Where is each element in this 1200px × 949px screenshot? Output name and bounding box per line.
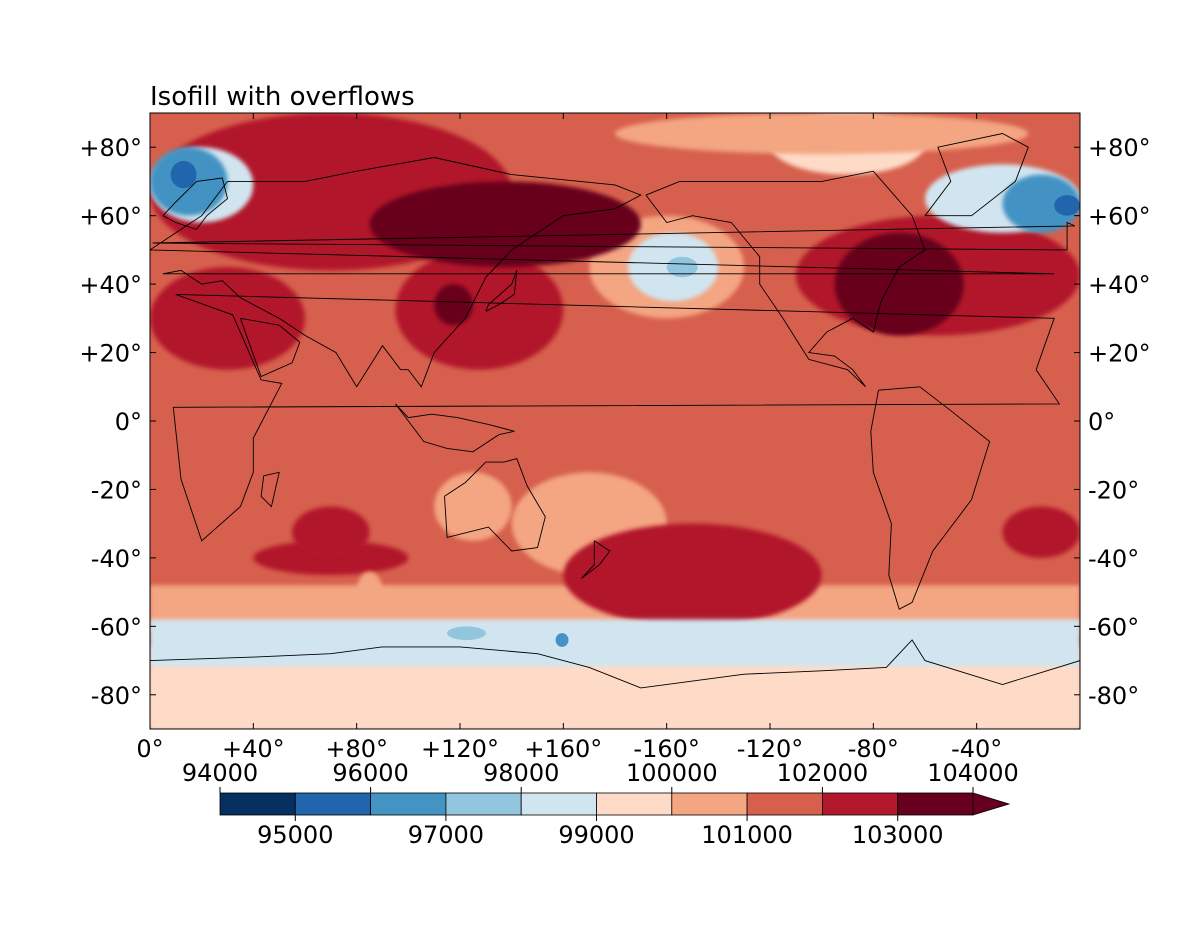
colorbar-label-top: 96000 [332, 759, 408, 787]
x-tick-label: -40° [951, 735, 1002, 763]
colorbar-overflow-arrow [972, 792, 1011, 816]
contour-fill-layer [395, 249, 564, 370]
y-tick-label-right: -80° [1088, 682, 1139, 710]
contour-region-antarctica [150, 667, 1080, 729]
colorbar-swatch [445, 792, 522, 816]
contour-region-north-america-high [834, 232, 964, 336]
coastline [260, 471, 280, 508]
colorbar-swatch [822, 792, 899, 816]
y-tick-label-left: +80° [79, 134, 142, 162]
y-tick-label-right: 0° [1088, 408, 1115, 436]
y-tick-label-right: +40° [1088, 271, 1151, 299]
x-tick-label: +120° [421, 735, 499, 763]
colorbar-swatch [671, 792, 748, 816]
coastline [485, 270, 518, 312]
y-tick-label-left: -60° [91, 613, 142, 641]
coastline [150, 157, 1055, 388]
contour-fill-layer [253, 540, 409, 576]
colorbar-swatch [746, 792, 823, 816]
colorbar-swatch [219, 792, 296, 816]
x-tick-label: +160° [524, 735, 602, 763]
y-tick-label-left: 0° [115, 408, 142, 436]
colorbar-label-bottom: 103000 [852, 821, 944, 849]
y-tick-label-right: -40° [1088, 545, 1139, 573]
y-tick-label-right: -60° [1088, 613, 1139, 641]
y-tick-label-left: +40° [79, 271, 142, 299]
y-tick-label-left: +20° [79, 340, 142, 368]
y-tick-label-left: -20° [91, 476, 142, 504]
contour-core [666, 256, 698, 278]
contour-region-southern-ocean-trough [150, 619, 1080, 668]
coastline [870, 386, 991, 610]
x-tick-label: +40° [222, 735, 285, 763]
y-tick-label-right: +60° [1088, 203, 1151, 231]
colorbar-label-bottom: 101000 [701, 821, 793, 849]
x-tick-label: -160° [633, 735, 699, 763]
contour-region-south-atlantic-high [1002, 506, 1080, 558]
x-tick-label: -80° [848, 735, 899, 763]
colorbar-label-top: 100000 [626, 759, 718, 787]
contour-fill-layer [356, 571, 383, 613]
colorbar-label-top: 102000 [777, 759, 869, 787]
colorbar-swatch [520, 792, 597, 816]
colorbar-swatch [596, 792, 673, 816]
contour-core [170, 160, 197, 189]
x-tick-label: -120° [737, 735, 803, 763]
colorbar-label-bottom: 95000 [257, 821, 333, 849]
contour-region-siberia-high [369, 181, 641, 267]
contour-region-icelandic-low [1002, 174, 1080, 233]
contour-fill-layer [434, 472, 512, 541]
colorbar-swatch [897, 792, 974, 816]
coastline [152, 221, 1075, 251]
coastline [924, 133, 1029, 217]
y-tick-label-left: -80° [91, 682, 142, 710]
contour-region-south-indian-high [292, 506, 370, 558]
y-tick-label-right: +80° [1088, 134, 1151, 162]
coastline [0, 387, 60, 609]
y-tick-label-left: +60° [79, 203, 142, 231]
contour-core [447, 626, 486, 641]
y-tick-label-left: -40° [91, 545, 142, 573]
contour-core [555, 633, 569, 647]
contour-region-tibet-high [434, 284, 473, 326]
contour-fill-layer [150, 267, 305, 370]
x-tick-label: +80° [325, 735, 388, 763]
colorbar-swatch [294, 792, 371, 816]
y-tick-label-right: +20° [1088, 340, 1151, 368]
coastline [162, 177, 229, 230]
coastline [645, 170, 926, 388]
chart-title: Isofill with overflows [150, 82, 415, 112]
contour-region-arctic-high [615, 113, 1029, 155]
x-tick-label: 0° [136, 735, 163, 763]
coastline [150, 660, 151, 662]
colorbar-label-bottom: 97000 [408, 821, 484, 849]
coastline [581, 540, 611, 579]
colorbar-label-top: 104000 [927, 759, 1019, 787]
coastline [444, 458, 546, 552]
coastline [395, 403, 515, 453]
coastline [239, 317, 301, 378]
coastline [150, 639, 1080, 689]
y-tick-label-right: -20° [1088, 476, 1139, 504]
contour-core [1054, 195, 1080, 216]
coastline [172, 293, 1061, 542]
colorbar-label-top: 98000 [483, 759, 559, 787]
colorbar-label-bottom: 99000 [558, 821, 634, 849]
contour-region-south-pacific-highs [563, 523, 822, 627]
colorbar-swatch [370, 792, 447, 816]
colorbar-label-top: 94000 [182, 759, 258, 787]
